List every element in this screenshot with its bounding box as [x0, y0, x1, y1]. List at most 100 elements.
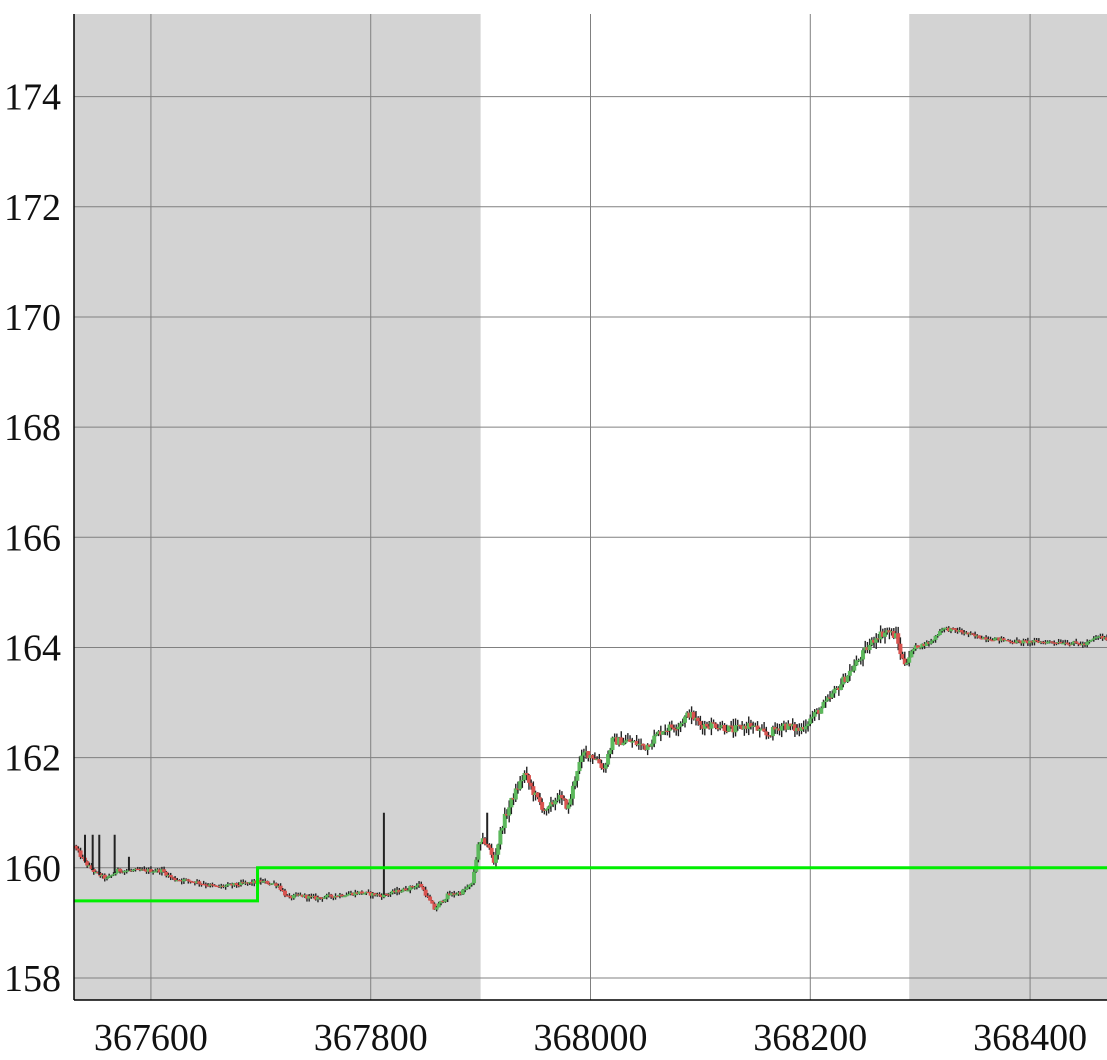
candle-body-329	[797, 727, 802, 731]
candle-body-310	[755, 725, 760, 731]
candle-body-270	[667, 724, 672, 731]
candle-body-47	[177, 880, 182, 882]
candle-body-152	[408, 886, 413, 891]
candle-body-191	[493, 854, 498, 863]
candle-body-188	[487, 844, 492, 848]
candle-body-291	[713, 723, 718, 728]
candle-body-275	[678, 723, 683, 727]
y-tick-label: 158	[4, 958, 61, 1000]
candle-body-451	[1065, 642, 1070, 645]
candle-body-390	[931, 639, 936, 642]
candle-body-107	[309, 895, 314, 898]
candle-body-203	[520, 779, 525, 782]
candle-body-402	[957, 630, 962, 632]
candle-body-405	[964, 632, 969, 634]
candle-body-46	[175, 880, 180, 882]
candle-body-205	[524, 773, 529, 776]
candle-body-414	[984, 637, 989, 640]
candle-body-419	[995, 637, 1000, 639]
candle-body-16	[109, 875, 114, 877]
candle-body-145	[392, 890, 397, 893]
candle-body-459	[1083, 643, 1088, 646]
candle-body-306	[746, 723, 751, 729]
y-tick-label: 174	[4, 77, 61, 119]
candle-body-370	[887, 630, 892, 633]
candle-body-130	[359, 891, 364, 894]
candle-body-132	[364, 891, 369, 894]
candle-body-395	[942, 627, 947, 630]
candle-body-79	[247, 882, 252, 884]
candle-body-372	[891, 631, 896, 638]
candle-body-222	[562, 798, 567, 800]
candle-body-338	[817, 710, 822, 714]
candle-body-346	[834, 687, 839, 690]
candle-body-35	[151, 871, 156, 873]
candle-body-80	[250, 882, 255, 884]
candle-body-361	[867, 644, 872, 651]
candle-body-24	[126, 870, 131, 872]
candle-body-15	[107, 875, 112, 878]
candle-body-449	[1061, 643, 1066, 645]
candle-body-129	[357, 891, 362, 894]
candle-body-386	[922, 643, 927, 647]
candle-body-86	[263, 881, 268, 883]
candle-body-248	[619, 737, 624, 745]
candle-body-432	[1023, 640, 1028, 642]
candle-body-70	[228, 883, 233, 886]
candle-body-59	[203, 884, 208, 886]
candle-body-456	[1076, 642, 1081, 645]
candle-body-439	[1039, 641, 1044, 643]
candle-body-11	[98, 873, 103, 877]
candle-body-64	[214, 885, 219, 888]
candle-body-466	[1098, 636, 1103, 638]
candle-body-374	[896, 633, 901, 644]
candle-body-431	[1021, 640, 1026, 644]
candle-body-433	[1025, 640, 1030, 644]
candle-body-244	[610, 737, 615, 750]
candle-body-163	[432, 903, 437, 910]
candle-body-208	[531, 786, 536, 795]
candle-body-314	[764, 731, 769, 736]
candle-body-280	[689, 711, 694, 718]
candle-body-256	[636, 743, 641, 746]
candle-body-155	[414, 885, 419, 888]
candle-body-375	[898, 643, 903, 655]
candle-body-257	[639, 743, 644, 745]
candle-body-317	[770, 727, 775, 737]
candle-body-28	[135, 868, 140, 871]
candle-body-182	[474, 859, 479, 872]
candle-body-294	[720, 725, 725, 728]
candle-body-52	[188, 880, 193, 883]
candle-body-226	[570, 785, 575, 799]
candle-body-460	[1085, 642, 1090, 646]
candle-body-219	[555, 799, 560, 801]
candle-body-379	[907, 657, 912, 663]
candle-body-113	[322, 897, 327, 899]
candle-body-213	[542, 809, 547, 811]
candle-body-384	[918, 647, 923, 649]
candle-body-281	[691, 711, 696, 720]
candle-body-87	[265, 881, 270, 884]
candle-body-210	[535, 792, 540, 798]
candle-body-252	[628, 739, 633, 742]
candle-body-74	[236, 885, 241, 887]
candle-body-357	[858, 659, 863, 661]
candle-body-293	[718, 727, 723, 729]
candle-body-184	[478, 842, 483, 845]
candle-body-193	[498, 830, 503, 845]
candle-body-31	[142, 869, 147, 871]
candle-body-202	[518, 781, 523, 790]
candle-body-235	[590, 754, 595, 759]
candle-body-430	[1019, 640, 1024, 644]
candle-body-33	[146, 869, 151, 872]
candle-body-420	[997, 637, 1002, 641]
candle-body-94	[280, 889, 285, 892]
candle-body-323	[784, 723, 789, 730]
candle-body-8	[91, 869, 96, 872]
candle-body-124	[346, 894, 351, 896]
candle-body-199	[511, 797, 516, 800]
candle-body-255	[634, 740, 639, 746]
candle-body-292	[715, 727, 720, 730]
candle-body-352	[847, 670, 852, 676]
